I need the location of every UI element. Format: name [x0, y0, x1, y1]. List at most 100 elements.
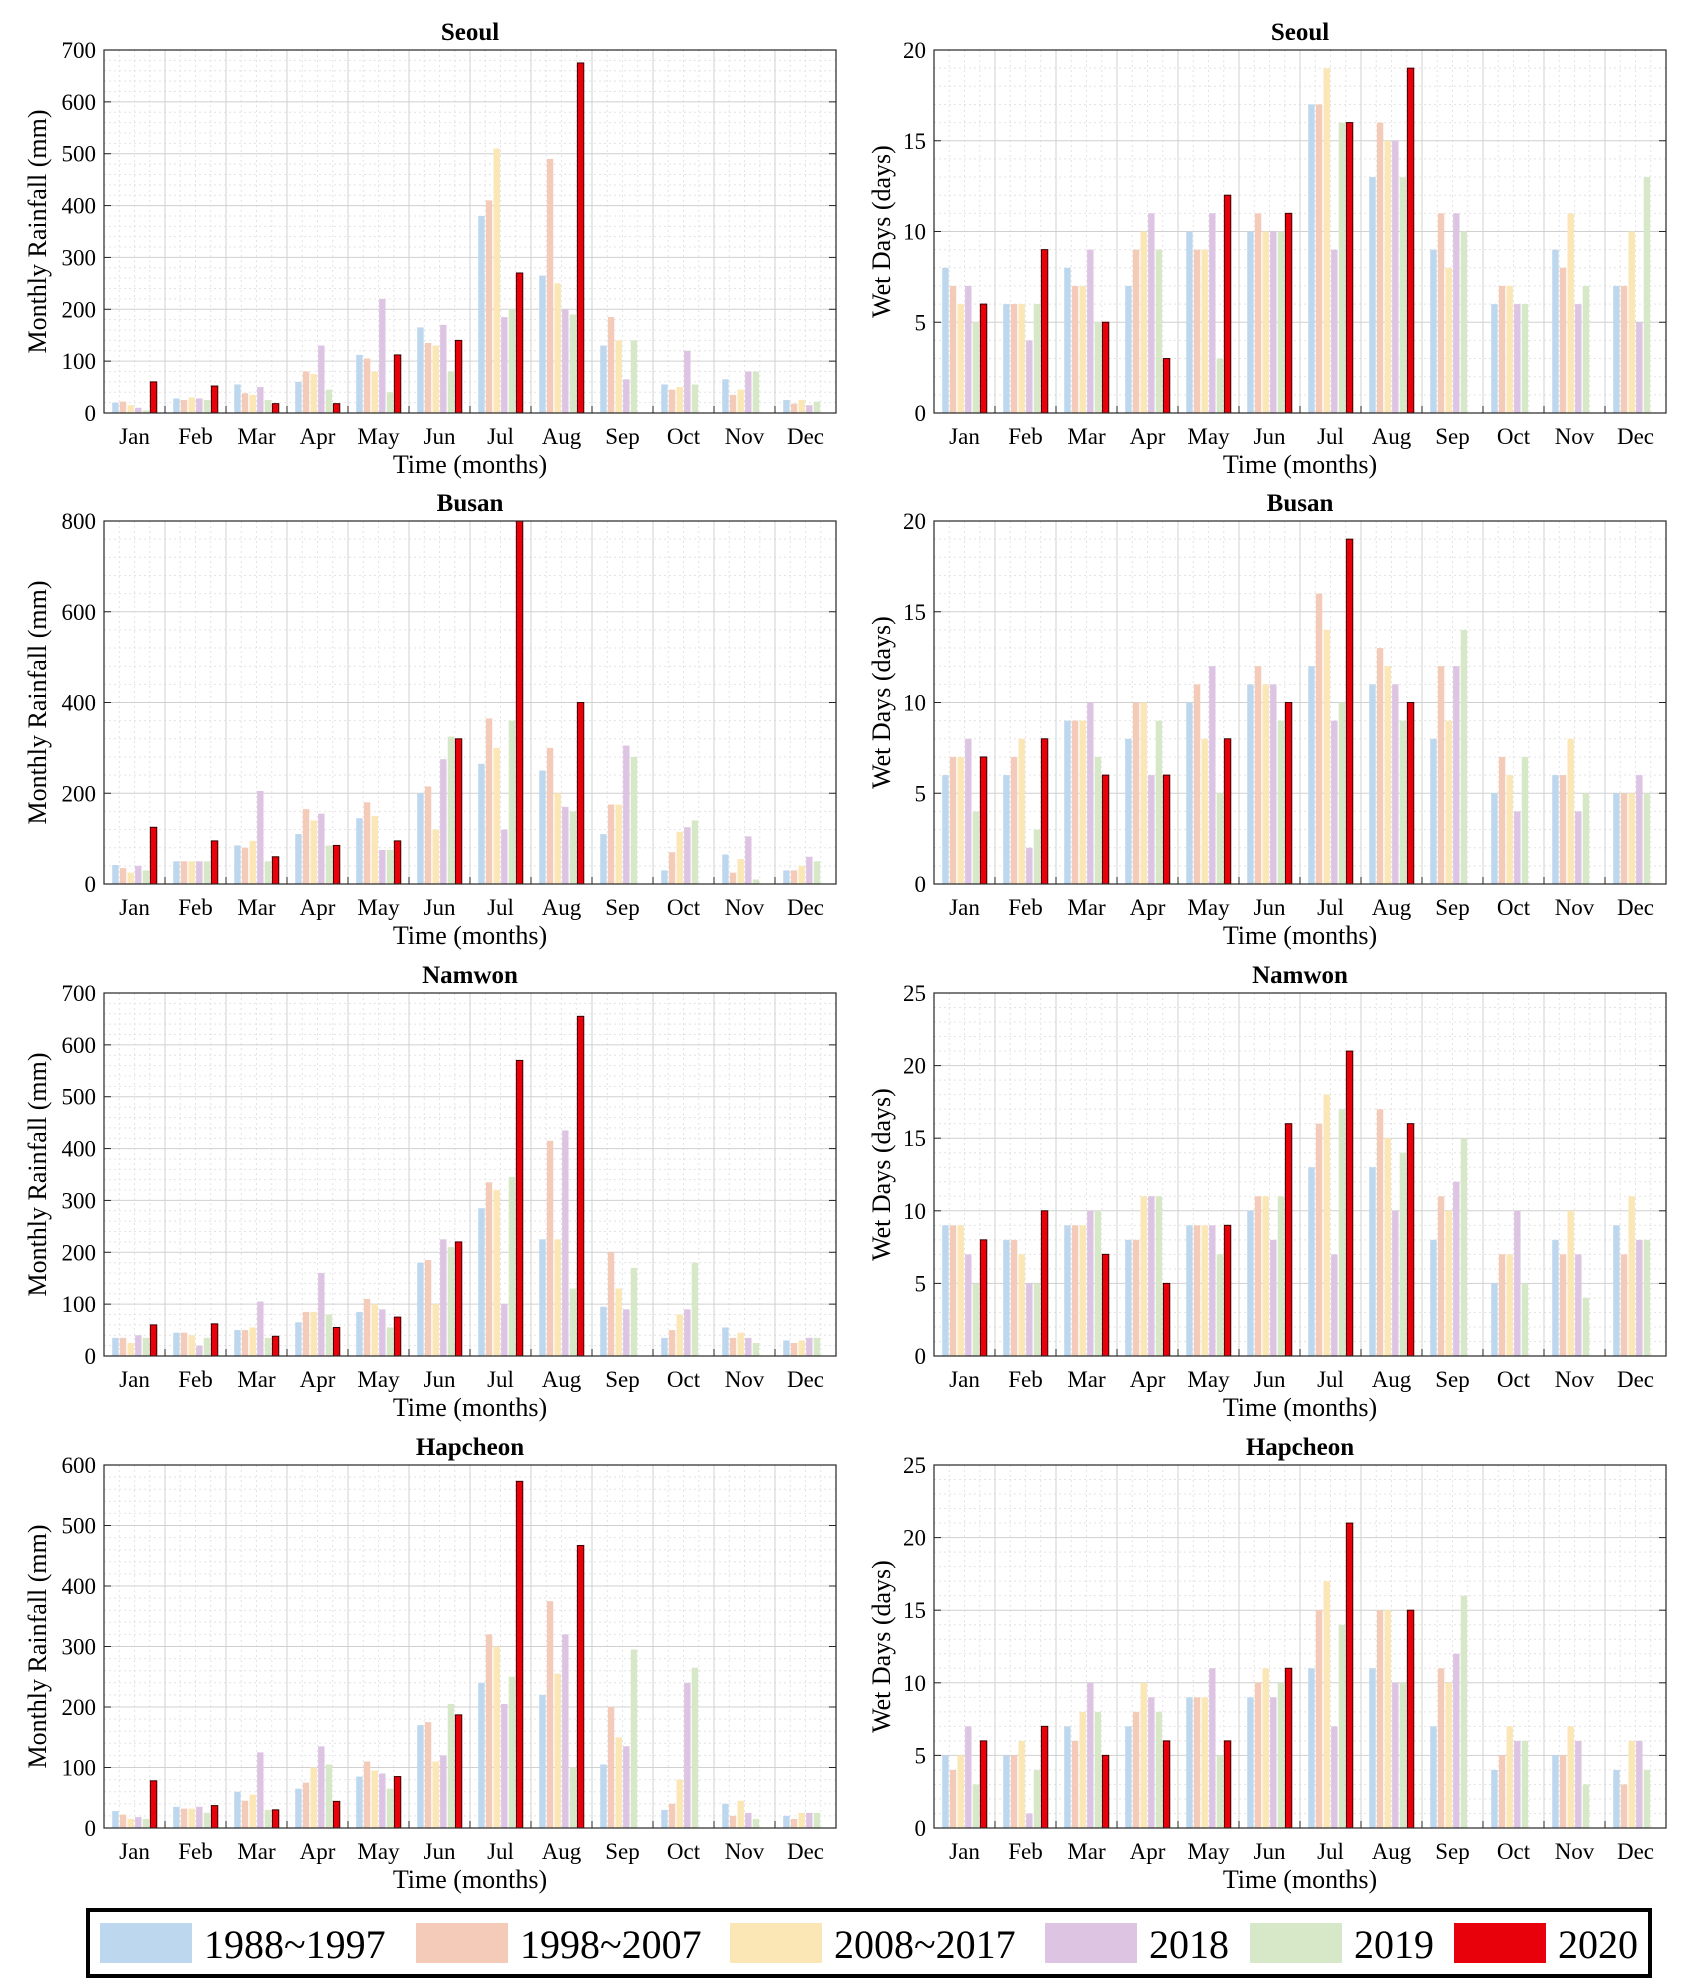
bar-1988~1997-Sep	[600, 1306, 607, 1356]
bar-2019-Jan	[972, 1283, 980, 1356]
bar-2020-Jun	[454, 1714, 463, 1829]
bar-1998~2007-Mar	[241, 393, 249, 413]
bar-2019-Oct	[691, 384, 699, 413]
bar-2018-Nov	[745, 1812, 752, 1828]
bar-1998~2007-Oct	[1498, 1254, 1506, 1356]
bar-2008~2017-Jul	[1323, 1094, 1330, 1356]
bar-2008~2017-Nov	[737, 1800, 744, 1828]
y-tick-label: 200	[62, 1240, 97, 1265]
bar-1998~2007-Jun	[424, 342, 432, 413]
x-tick-label: Aug	[1372, 1839, 1412, 1864]
x-tick-label: Jan	[119, 1367, 150, 1392]
bar-2018-Oct	[684, 1309, 691, 1356]
bar-2020-Jan	[979, 756, 988, 885]
bar-2018-Jul	[501, 829, 508, 884]
bar-2018-Apr	[318, 813, 325, 884]
bar-1988~1997-Aug	[539, 1694, 546, 1828]
bar-2018-Apr	[1148, 1196, 1155, 1356]
bar-2008~2017-Mar	[249, 394, 256, 413]
bar-2019-Apr	[325, 389, 333, 413]
bar-2019-Jan	[972, 811, 980, 884]
x-tick-label: Apr	[1130, 1839, 1166, 1864]
x-tick-label: Nov	[1555, 1367, 1595, 1392]
bar-2019-Jul	[1338, 1624, 1346, 1828]
x-tick-label: Aug	[542, 1839, 582, 1864]
x-tick-label: Jul	[1317, 424, 1344, 449]
bar-2018-Nov	[1575, 1254, 1582, 1356]
x-tick-label: Apr	[300, 1839, 336, 1864]
bar-2020-Jul	[1345, 538, 1354, 885]
bar-1998~2007-Mar	[1071, 285, 1079, 413]
bar-2019-Jan	[972, 322, 980, 413]
y-axis-label: Wet Days (days)	[867, 1560, 896, 1733]
bar-2008~2017-Oct	[676, 831, 683, 884]
bar-1998~2007-Jun	[1254, 1682, 1262, 1828]
bar-2018-Mar	[257, 387, 264, 413]
legend-swatch	[730, 1923, 822, 1963]
bar-2020-Aug	[1406, 702, 1415, 885]
bar-2019-Sep	[1460, 629, 1468, 884]
bar-2018-Oct	[1514, 304, 1521, 413]
x-tick-label: Feb	[178, 1839, 213, 1864]
bar-1988~1997-Feb	[1003, 304, 1010, 413]
bar-2019-Jul	[1338, 122, 1346, 413]
x-tick-label: May	[357, 1839, 400, 1864]
bar-1988~1997-Aug	[539, 1239, 546, 1356]
bar-2018-Dec	[1636, 1239, 1643, 1356]
x-tick-label: Jun	[424, 1367, 456, 1392]
bar-1988~1997-Nov	[722, 1803, 729, 1828]
bar-1988~1997-Mar	[234, 1791, 241, 1828]
bar-2018-Sep	[623, 1746, 630, 1828]
bar-2008~2017-Oct	[1506, 775, 1513, 884]
y-tick-label: 600	[62, 1453, 97, 1478]
bar-2019-Mar	[1094, 1210, 1102, 1356]
bar-2018-Aug	[562, 309, 569, 413]
bar-2019-May	[386, 1788, 394, 1828]
bar-2019-Sep	[630, 340, 638, 413]
bar-2018-Sep	[623, 379, 630, 413]
bar-1988~1997-Apr	[1125, 1726, 1132, 1828]
bar-2020-Jul	[515, 272, 524, 414]
bar-2008~2017-Sep	[615, 1288, 622, 1356]
x-axis-label: Time (months)	[1223, 1865, 1377, 1894]
bar-2008~2017-Jun	[432, 345, 439, 413]
bar-1998~2007-Nov	[729, 394, 737, 413]
bar-2018-Apr	[1148, 775, 1155, 884]
bar-2019-Mar	[1094, 1711, 1102, 1828]
bar-2019-Feb	[1033, 1769, 1041, 1828]
bar-1988~1997-Sep	[600, 834, 607, 884]
bar-2019-Mar	[264, 1809, 272, 1828]
bar-1998~2007-Aug	[1376, 1109, 1384, 1356]
bar-2019-Jan	[142, 1337, 150, 1356]
bar-2008~2017-May	[371, 1304, 378, 1356]
x-tick-label: Oct	[1497, 424, 1531, 449]
bar-2018-Aug	[1392, 140, 1399, 413]
x-tick-label: Oct	[667, 1367, 701, 1392]
bar-1998~2007-Jan	[949, 1225, 957, 1356]
bar-2008~2017-Jan	[127, 1818, 134, 1828]
y-tick-label: 15	[903, 600, 926, 625]
x-tick-label: Jul	[487, 1367, 514, 1392]
x-tick-label: Dec	[787, 1839, 824, 1864]
bar-2008~2017-Oct	[676, 1779, 683, 1828]
bar-2020-Apr	[1162, 1740, 1171, 1829]
bar-2020-Jul	[1345, 1522, 1354, 1829]
bar-2020-Jun	[454, 339, 463, 414]
y-tick-label: 500	[62, 1085, 97, 1110]
legend-label: 2019	[1354, 1922, 1434, 1967]
x-tick-label: Oct	[1497, 895, 1531, 920]
bar-1998~2007-May	[363, 358, 371, 413]
x-tick-label: Jun	[1254, 1367, 1286, 1392]
bar-1988~1997-Dec	[1613, 793, 1620, 884]
bar-2019-Dec	[813, 861, 821, 884]
bar-2018-Oct	[1514, 811, 1521, 884]
bar-2020-May	[393, 1316, 402, 1357]
bar-2018-Aug	[1392, 1682, 1399, 1828]
bar-2018-Jan	[135, 865, 142, 884]
x-tick-label: Sep	[605, 1839, 640, 1864]
bar-2008~2017-Sep	[1445, 720, 1452, 884]
bar-1998~2007-Mar	[1071, 1225, 1079, 1356]
bar-2018-Oct	[684, 1682, 691, 1828]
y-tick-label: 5	[915, 1271, 927, 1296]
x-tick-label: Dec	[1617, 424, 1654, 449]
